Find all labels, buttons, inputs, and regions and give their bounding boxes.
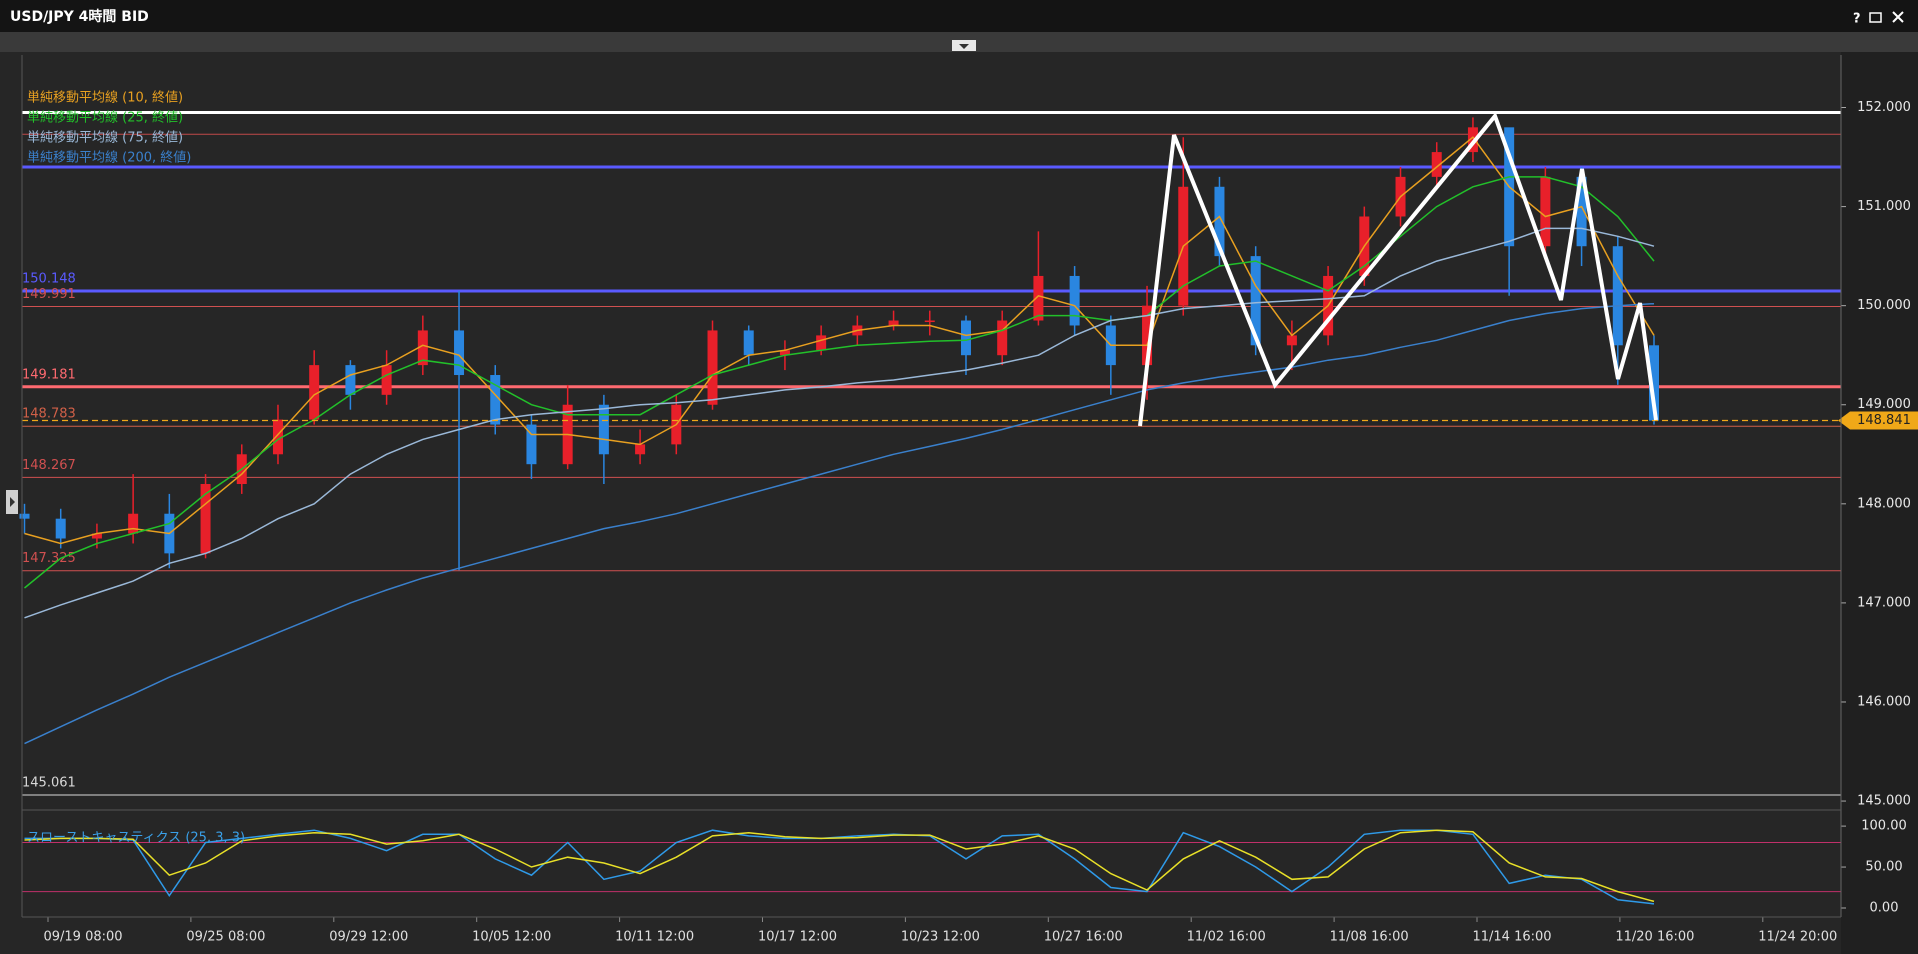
plot-layer: 145.000 146.000 147.000 148.000 149.000 150.0… [19,90,1918,945]
candle-body [1214,186,1225,257]
y-tick-label: 145.000 [1857,794,1911,809]
candle-body [1250,256,1261,346]
maximize-button[interactable] [1869,12,1882,23]
series-line [24,829,1655,905]
level-label: 150.148 [22,272,76,287]
y-tick-label: 100.00 [1861,819,1907,834]
y-tick-label: 149.000 [1857,397,1911,412]
candle-body [128,513,139,534]
candle-body [1576,176,1587,247]
y-tick-label: 146.000 [1857,694,1911,709]
candle-body [91,533,102,539]
level-label: 148.783 [22,407,76,422]
y-tick-label: 0.00 [1870,900,1899,915]
candle-body [309,365,320,420]
candle-body [1142,305,1153,366]
candle-body [1649,345,1659,421]
level-label: 148.267 [22,458,76,473]
candle-body [1612,246,1623,346]
candle-body [924,320,935,323]
current-price-label: 148.841 [1857,413,1911,428]
level-label: 149.181 [22,367,76,382]
candle-body [1286,335,1297,346]
title-bar [0,0,1918,32]
candle-body [490,375,501,425]
y-tick-label: 152.000 [1857,100,1911,115]
candle-body [19,513,30,519]
legend-entry: 単純移動平均線 (25, 終値) [27,110,183,126]
side-handle-arrow [10,497,15,507]
x-tick-label: 09/19 08:00 [43,930,122,945]
x-tick-label: 10/27 16:00 [1044,930,1123,945]
candle-body [454,330,465,376]
current-price-tag [1838,411,1918,430]
x-tick-label: 10/23 12:00 [901,930,980,945]
candle-body [816,335,827,351]
candle-body [707,330,718,405]
y-tick-label: 151.000 [1857,199,1911,214]
collapse-arrow [959,44,969,49]
legend-entry: 単純移動平均線 (200, 終値) [27,150,191,166]
x-tick-label: 11/02 16:00 [1187,930,1266,945]
y-tick-label: 147.000 [1857,595,1911,610]
candle-body [417,330,428,366]
x-tick-label: 11/14 16:00 [1472,930,1551,945]
y-tick-label: 150.000 [1857,298,1911,313]
legend-entry: 単純移動平均線 (10, 終値) [27,90,183,106]
x-tick-label: 11/08 16:00 [1330,930,1409,945]
series-line [24,227,1655,619]
candle-body [635,444,646,455]
x-tick-label: 09/25 08:00 [186,930,265,945]
candle-body [1540,176,1551,247]
y-tick-label: 148.000 [1857,496,1911,511]
close-button[interactable] [1892,11,1904,23]
price-axis-area [1841,52,1918,954]
candle-body [997,320,1008,356]
help-button[interactable]: ? [1853,12,1861,27]
candle-body [345,365,356,395]
level-label: 149.991 [22,287,76,302]
candle-body [1069,275,1080,326]
series-line [24,302,1655,745]
y-tick-label: 50.00 [1865,860,1902,875]
candle-body [779,350,790,356]
candle-body [381,365,392,395]
series-line [24,829,1655,903]
x-tick-label: 10/17 12:00 [758,930,837,945]
x-tick-label: 10/11 12:00 [615,930,694,945]
x-tick-label: 11/20 16:00 [1615,930,1694,945]
candle-body [960,320,971,356]
chart-background [0,52,1918,954]
candle-body [743,330,754,356]
candle-body [526,424,537,465]
candle-body [1431,152,1442,177]
level-label: 147.325 [22,551,76,566]
window-title: USD/JPY 4時間 BID [10,8,149,25]
x-tick-label: 09/29 12:00 [329,930,408,945]
candle-body [1033,275,1044,321]
series-line [24,136,1655,545]
indicator-title: スローストキャスティクス (25, 3, 3) [27,831,245,846]
zigzag-annotation [1138,111,1658,427]
x-tick-label: 11/24 20:00 [1758,930,1837,945]
x-tick-label: 10/05 12:00 [472,930,551,945]
candle-body [598,404,609,455]
candle-body [200,484,211,554]
candle-body [55,518,66,539]
candle-body [1467,127,1478,153]
level-label: 145.061 [22,776,76,791]
candle-body [888,320,899,326]
legend-entry: 単純移動平均線 (75, 終値) [27,130,183,146]
candle-body [272,419,283,455]
